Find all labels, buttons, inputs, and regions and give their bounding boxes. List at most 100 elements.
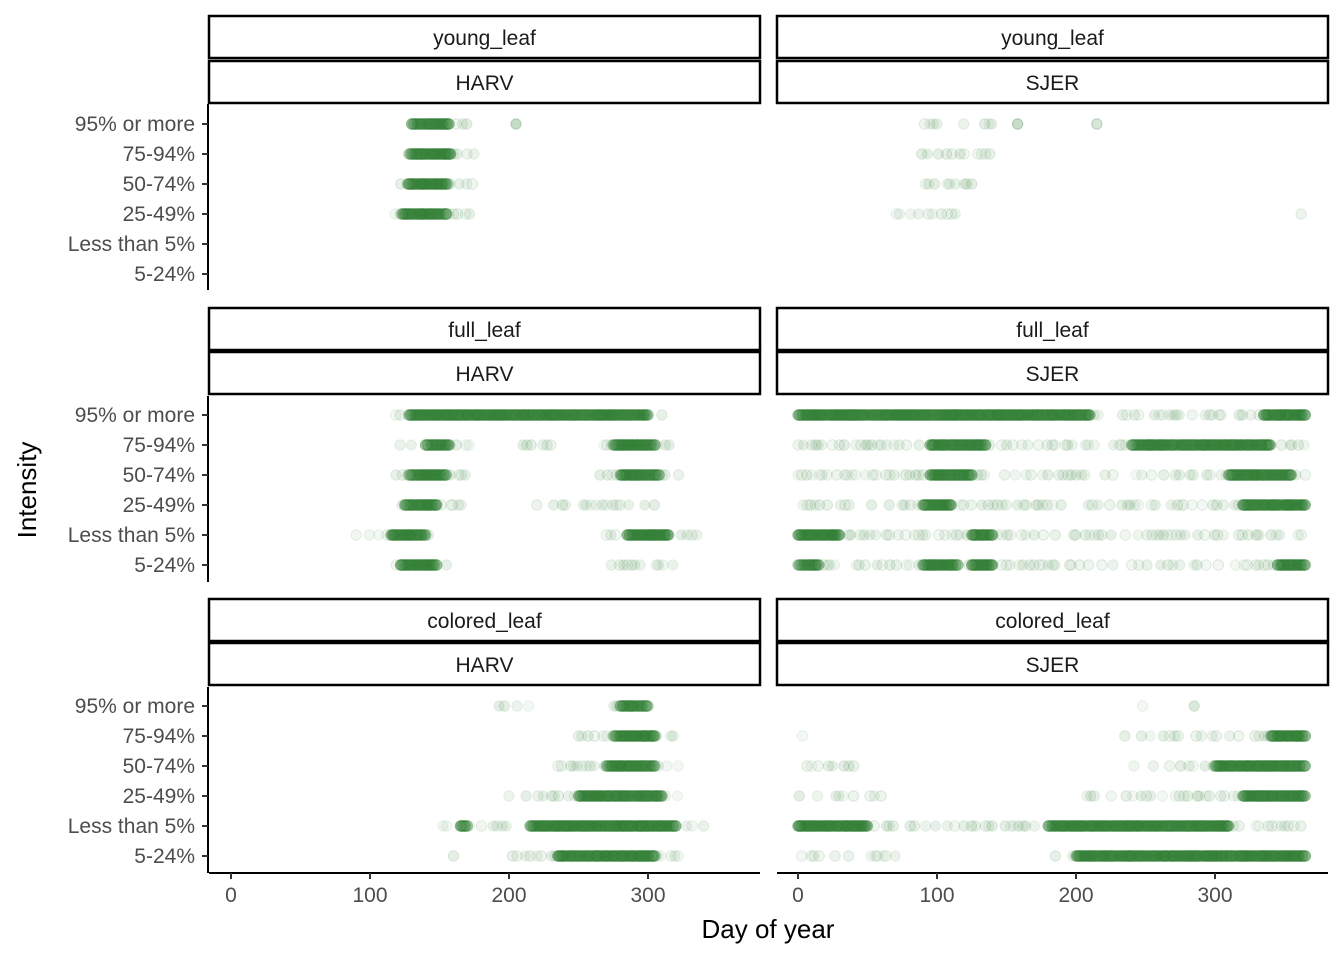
point <box>431 469 443 481</box>
point <box>1049 559 1061 571</box>
point <box>431 499 443 511</box>
x-axis-SJER: 0 100 200 300 <box>777 872 1328 907</box>
point <box>809 409 822 421</box>
point <box>399 559 411 571</box>
point <box>958 148 970 160</box>
point <box>426 409 438 421</box>
point <box>625 559 638 571</box>
point <box>1132 499 1145 511</box>
point <box>1186 409 1198 421</box>
point <box>420 118 432 130</box>
y-tick-label: 50-74% <box>123 755 195 778</box>
point <box>690 529 703 541</box>
point <box>420 409 433 421</box>
x-tick-label: 100 <box>919 884 954 907</box>
strip-label-site: HARV <box>456 72 514 95</box>
point <box>1299 409 1312 421</box>
point <box>468 148 480 160</box>
point <box>998 469 1011 481</box>
point <box>427 208 440 220</box>
point <box>491 409 503 421</box>
point <box>1137 700 1149 712</box>
point <box>613 409 625 421</box>
point <box>826 760 839 772</box>
point <box>656 790 668 802</box>
point <box>426 208 439 220</box>
point <box>607 499 619 511</box>
y-tick-label: Less than 5% <box>68 233 195 256</box>
point <box>1233 409 1245 421</box>
x-tick-label: 200 <box>1058 884 1093 907</box>
point <box>600 499 613 511</box>
point <box>887 820 899 832</box>
point <box>453 469 465 481</box>
point <box>419 178 431 190</box>
point <box>431 178 444 190</box>
point <box>405 439 418 451</box>
point <box>409 208 421 220</box>
point <box>407 529 419 541</box>
point <box>949 208 961 220</box>
point <box>629 559 641 571</box>
point <box>475 820 488 832</box>
panel-points-full_leaf-HARV <box>350 409 703 571</box>
point <box>1107 469 1119 481</box>
point <box>808 409 820 421</box>
point <box>935 208 948 220</box>
point <box>500 820 512 832</box>
point <box>1011 118 1024 130</box>
point <box>588 760 600 772</box>
point <box>837 790 849 802</box>
point <box>485 409 498 421</box>
point <box>1091 118 1103 130</box>
point <box>498 700 511 712</box>
point <box>1173 559 1186 571</box>
point <box>403 559 415 571</box>
y-tick-label: 25-49% <box>123 494 195 517</box>
point <box>637 409 650 421</box>
point <box>437 469 449 481</box>
point <box>1066 439 1078 451</box>
point <box>634 559 646 571</box>
point <box>1210 730 1223 742</box>
y-tick-label: 75-94% <box>123 434 195 457</box>
facet-strips-colored_leaf-HARV: colored_leaf HARV <box>207 597 762 687</box>
point <box>440 559 453 571</box>
point <box>517 439 529 451</box>
point <box>404 559 416 571</box>
point <box>501 409 514 421</box>
point <box>447 499 459 511</box>
point <box>649 760 661 772</box>
point <box>596 499 609 511</box>
point <box>412 208 425 220</box>
point <box>1133 409 1145 421</box>
point <box>427 178 439 190</box>
point <box>420 208 433 220</box>
point <box>407 208 420 220</box>
point <box>634 409 646 421</box>
point <box>394 439 406 451</box>
point <box>975 148 988 160</box>
point <box>427 559 439 571</box>
point <box>928 178 941 190</box>
point <box>966 469 978 481</box>
y-tick-label: 95% or more <box>75 404 195 427</box>
point <box>511 700 523 712</box>
point <box>847 760 860 772</box>
point <box>640 469 653 481</box>
point <box>536 409 549 421</box>
point <box>1236 409 1248 421</box>
point <box>426 148 438 160</box>
point <box>415 118 427 130</box>
point <box>403 499 416 511</box>
x-tick-label: 100 <box>352 884 387 907</box>
point <box>1084 409 1096 421</box>
point <box>463 208 476 220</box>
point <box>440 208 453 220</box>
point <box>454 409 466 421</box>
point <box>642 700 654 712</box>
point <box>671 790 684 802</box>
point <box>570 409 582 421</box>
point <box>1149 499 1161 511</box>
